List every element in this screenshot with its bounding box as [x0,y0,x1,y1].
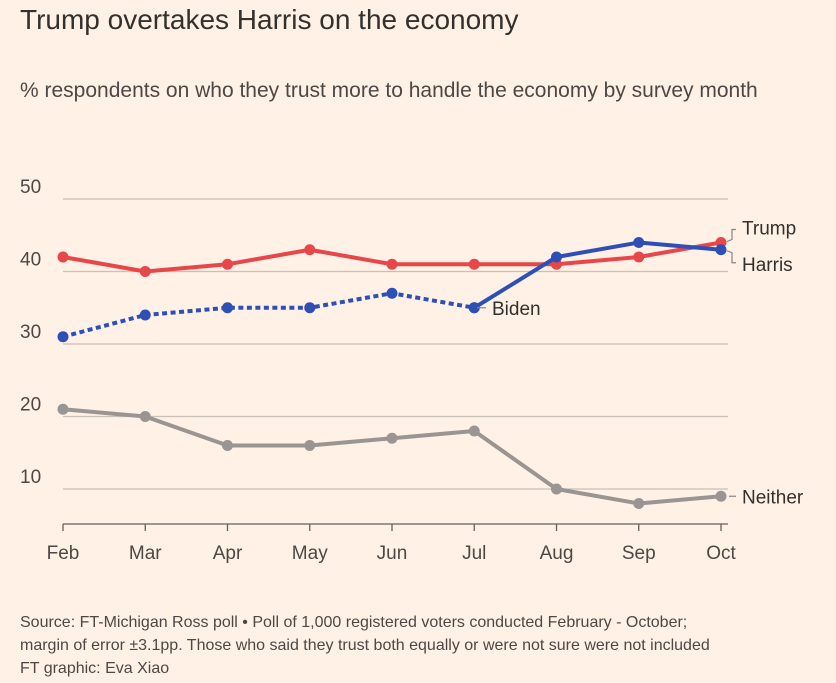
biden-series-label: Biden [492,299,541,320]
x-tick-label-mar: Mar [129,543,162,564]
neither-point-sep [633,498,645,509]
chart-footer: Source: FT-Michigan Ross poll • Poll of … [20,611,830,680]
series-lines [57,237,727,509]
source-note: Source: FT-Michigan Ross poll • Poll of … [20,614,688,631]
x-tick-label-oct: Oct [706,543,736,564]
x-tick-label-may: May [292,543,328,564]
trump-point-jun [386,258,398,270]
x-tick-label-feb: Feb [47,543,80,564]
biden-point-feb [57,331,69,343]
neither-series-label: Neither [742,487,804,508]
methodology-note: margin of error ±3.1pp. Those who said t… [20,637,710,654]
biden-label-group: Biden [477,299,541,320]
neither-point-may [304,440,316,451]
y-tick-label-10: 10 [20,467,41,488]
trump-point-apr [222,258,233,270]
trump-point-mar [139,266,151,277]
graphic-credit: FT graphic: Eva Xiao [20,660,170,677]
biden-point-may [304,302,316,314]
trump-point-feb [57,251,69,263]
biden-point-mar [139,309,151,321]
x-tick-label-sep: Sep [622,543,656,564]
y-tick-label-30: 30 [20,322,41,343]
x-tick-label-apr: Apr [213,543,243,564]
neither-point-feb [57,403,69,415]
trump-leader [726,228,736,243]
neither-point-jun [386,432,398,444]
harris-label-group: Harris [726,250,793,276]
line-chart: 10 20 30 40 50 Feb Mar Apr May Jun Jul Aug Sep Oct T… [20,177,804,564]
y-tick-label-40: 40 [20,250,41,271]
x-axis: Feb Mar Apr May Jun Jul Aug Sep Oct [47,523,736,564]
trump-point-sep [633,251,645,263]
x-tick-label-aug: Aug [540,543,574,564]
neither-point-aug [551,483,562,495]
chart-subtitle: % respondents on who they trust more to … [20,79,758,102]
neither-label-group: Neither [729,487,804,508]
biden-line [62,291,475,339]
biden-point-jun [386,287,398,299]
grid-lines: 10 20 30 40 50 [20,177,728,490]
trump-point-may [304,244,316,256]
harris-point-aug [551,251,562,263]
neither-point-mar [139,411,151,422]
biden-point-apr [222,302,233,314]
neither-point-jul [468,425,480,437]
trump-point-jul [468,258,480,270]
y-tick-label-50: 50 [20,177,41,198]
x-tick-label-jul: Jul [462,543,486,564]
trump-series-label: Trump [742,219,796,240]
harris-point-jul [468,302,480,314]
harris-leader [726,250,736,264]
harris-series-label: Harris [742,255,793,276]
neither-point-oct [715,490,727,502]
harris-point-sep [633,237,645,248]
harris-line [472,240,723,310]
series-labels: Trump Harris Neither Biden [477,219,804,508]
y-tick-label-20: 20 [20,395,41,416]
trump-label-group: Trump [726,219,796,243]
neither-point-apr [222,440,233,451]
harris-point-oct [715,244,727,256]
chart-title: Trump overtakes Harris on the economy [20,4,519,35]
x-tick-label-jun: Jun [377,543,408,564]
